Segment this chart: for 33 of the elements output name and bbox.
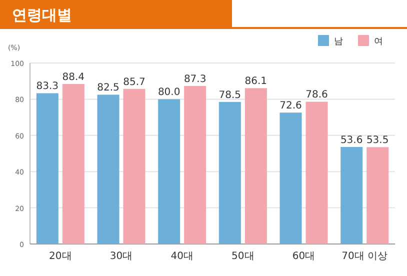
bar xyxy=(244,88,267,244)
bar xyxy=(340,146,363,244)
bar xyxy=(184,86,206,244)
text: 78.5 xyxy=(218,90,242,101)
bar xyxy=(123,88,146,244)
x-tick-label: 20대 xyxy=(49,251,72,262)
x-tick-label: 40대 xyxy=(170,251,194,262)
bar xyxy=(62,84,84,244)
text: 83.3 xyxy=(36,81,59,92)
text: 82.5 xyxy=(97,82,120,94)
bar xyxy=(158,99,180,244)
legend-label: 여 xyxy=(374,37,383,47)
x-tick-label: 50대 xyxy=(232,251,254,262)
text: 53.5 xyxy=(366,135,389,146)
chart-title: 연령대별 xyxy=(12,6,72,24)
bar xyxy=(306,102,328,244)
bar xyxy=(97,94,120,244)
x-tick-label: 60대 xyxy=(292,251,316,262)
text: 85.7 xyxy=(123,76,146,88)
bar xyxy=(36,93,58,244)
bar xyxy=(280,112,302,244)
text: 80.0 xyxy=(158,87,180,98)
legend-label: 남 xyxy=(334,37,343,47)
text: 86.1 xyxy=(244,76,268,88)
bar xyxy=(218,102,241,244)
text: 72.6 xyxy=(280,100,302,112)
x-tick-label: 70대 이상 xyxy=(342,251,388,262)
text: 78.6 xyxy=(306,90,328,101)
text: 87.3 xyxy=(184,74,206,85)
text: 88.4 xyxy=(62,72,85,83)
bar xyxy=(366,147,389,244)
x-tick-label: 30대 xyxy=(110,251,133,262)
text: 53.6 xyxy=(340,134,363,146)
